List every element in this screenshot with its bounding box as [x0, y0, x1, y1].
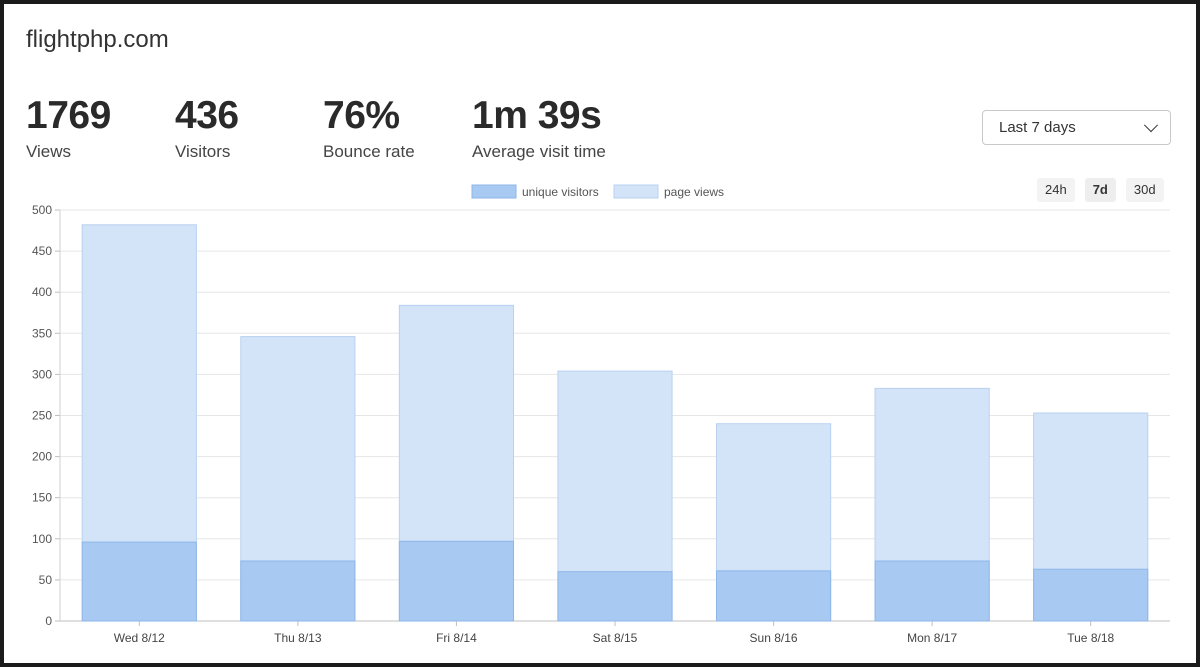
y-tick-label: 100	[32, 532, 52, 546]
x-tick-label: Mon 8/17	[907, 631, 957, 645]
stat-value: 76%	[323, 94, 400, 137]
stat-label: Visitors	[175, 142, 231, 161]
x-tick-label: Fri 8/14	[436, 631, 477, 645]
legend-label-unique-visitors: unique visitors	[522, 185, 599, 199]
stat-label: Views	[26, 142, 72, 161]
stat-value: 436	[175, 94, 239, 137]
bar-unique-visitors	[557, 571, 673, 622]
x-tick-label: Sun 8/16	[750, 631, 798, 645]
period-7d-button[interactable]: 7d	[1084, 178, 1116, 202]
date-range-select[interactable]: Last 7 days	[982, 110, 1171, 145]
bar-unique-visitors	[874, 560, 990, 622]
bar-unique-visitors	[1033, 568, 1149, 622]
y-tick-label: 500	[32, 203, 52, 217]
stat-views: 1769 Views	[26, 94, 111, 162]
bar-unique-visitors	[81, 541, 197, 622]
bar-unique-visitors	[240, 560, 356, 622]
bar-unique-visitors	[715, 570, 832, 622]
stat-label: Bounce rate	[323, 142, 415, 161]
stat-label: Average visit time	[472, 142, 606, 161]
period-toggle-group: 24h 7d 30d	[1037, 178, 1164, 202]
visits-bar-chart: 0 50 100 150 200 250 300 350 400 450 500 Wed 8/12 Th…	[32, 184, 1170, 645]
y-tick-label: 0	[45, 614, 52, 628]
y-tick-label: 150	[32, 491, 52, 505]
y-tick-label: 400	[32, 285, 52, 299]
y-tick-label: 200	[32, 450, 52, 464]
legend-swatch-page-views	[613, 184, 659, 199]
legend-swatch-unique-visitors	[471, 184, 517, 199]
x-tick-label: Thu 8/13	[274, 631, 322, 645]
x-tick-label: Wed 8/12	[114, 631, 165, 645]
period-24h-button[interactable]: 24h	[1037, 178, 1075, 202]
period-30d-button[interactable]: 30d	[1125, 178, 1164, 202]
legend-label-page-views: page views	[664, 185, 724, 199]
stat-visitors: 436 Visitors	[175, 94, 239, 162]
stat-average-visit-time: 1m 39s Average visit time	[472, 94, 606, 162]
date-range-value: Last 7 days	[999, 119, 1076, 136]
stat-value: 1769	[26, 94, 111, 137]
bar-unique-visitors	[398, 540, 515, 622]
y-tick-label: 250	[32, 409, 52, 423]
stat-bounce-rate: 76% Bounce rate	[323, 94, 415, 162]
y-tick-label: 300	[32, 367, 52, 381]
y-tick-label: 50	[39, 573, 53, 587]
analytics-panel: flightphp.com 1769 Views 436 Visitors 76…	[4, 4, 1196, 663]
y-tick-label: 450	[32, 244, 52, 258]
x-tick-label: Tue 8/18	[1067, 631, 1114, 645]
x-tick-label: Sat 8/15	[593, 631, 638, 645]
y-tick-label: 350	[32, 326, 52, 340]
stat-value: 1m 39s	[472, 94, 602, 137]
site-title: flightphp.com	[26, 26, 169, 53]
